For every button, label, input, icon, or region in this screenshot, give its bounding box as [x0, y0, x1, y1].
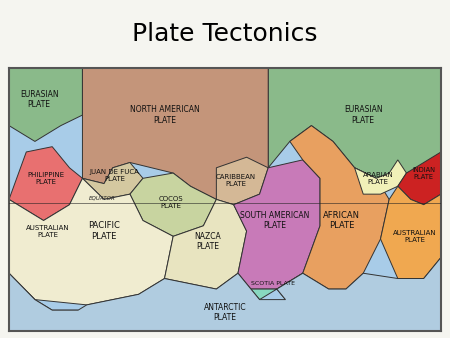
Polygon shape [398, 152, 441, 205]
Polygon shape [216, 157, 268, 205]
Polygon shape [9, 273, 87, 331]
Text: ANTARCTIC
PLATE: ANTARCTIC PLATE [204, 303, 246, 322]
Text: CARIBBEAN
PLATE: CARIBBEAN PLATE [216, 174, 256, 188]
Text: EURASIAN
PLATE: EURASIAN PLATE [20, 90, 58, 109]
Text: Plate Tectonics: Plate Tectonics [132, 22, 318, 46]
Text: NORTH AMERICAN
PLATE: NORTH AMERICAN PLATE [130, 105, 199, 125]
Polygon shape [268, 68, 441, 178]
Text: AFRICAN
PLATE: AFRICAN PLATE [323, 211, 360, 230]
Polygon shape [82, 163, 143, 199]
Text: AUSTRALIAN
PLATE: AUSTRALIAN PLATE [393, 230, 437, 243]
Polygon shape [9, 147, 82, 220]
Polygon shape [290, 126, 389, 289]
Polygon shape [9, 178, 173, 305]
Polygon shape [9, 258, 441, 331]
Polygon shape [251, 273, 303, 299]
Polygon shape [130, 173, 216, 236]
Polygon shape [234, 160, 320, 289]
Text: EURASIAN
PLATE: EURASIAN PLATE [344, 105, 382, 125]
Polygon shape [355, 160, 406, 194]
Text: AUSTRALIAN
PLATE: AUSTRALIAN PLATE [26, 224, 70, 238]
Text: SCOTIA PLATE: SCOTIA PLATE [251, 281, 294, 286]
Text: SOUTH AMERICAN
PLATE: SOUTH AMERICAN PLATE [240, 211, 309, 230]
Text: NAZCA
PLATE: NAZCA PLATE [194, 232, 221, 251]
Text: COCOS
PLATE: COCOS PLATE [159, 196, 183, 209]
Text: EQUATOR: EQUATOR [89, 195, 116, 200]
Text: PACIFIC
PLATE: PACIFIC PLATE [88, 221, 120, 241]
Polygon shape [381, 186, 441, 279]
Text: INDIAN
PLATE: INDIAN PLATE [412, 167, 435, 179]
Polygon shape [165, 199, 247, 289]
Text: JUAN DE FUCA
PLATE: JUAN DE FUCA PLATE [90, 169, 140, 182]
Polygon shape [9, 68, 82, 141]
Polygon shape [82, 68, 268, 199]
Text: ARABIAN
PLATE: ARABIAN PLATE [363, 172, 394, 185]
Text: PHILIPPINE
PLATE: PHILIPPINE PLATE [27, 172, 64, 185]
